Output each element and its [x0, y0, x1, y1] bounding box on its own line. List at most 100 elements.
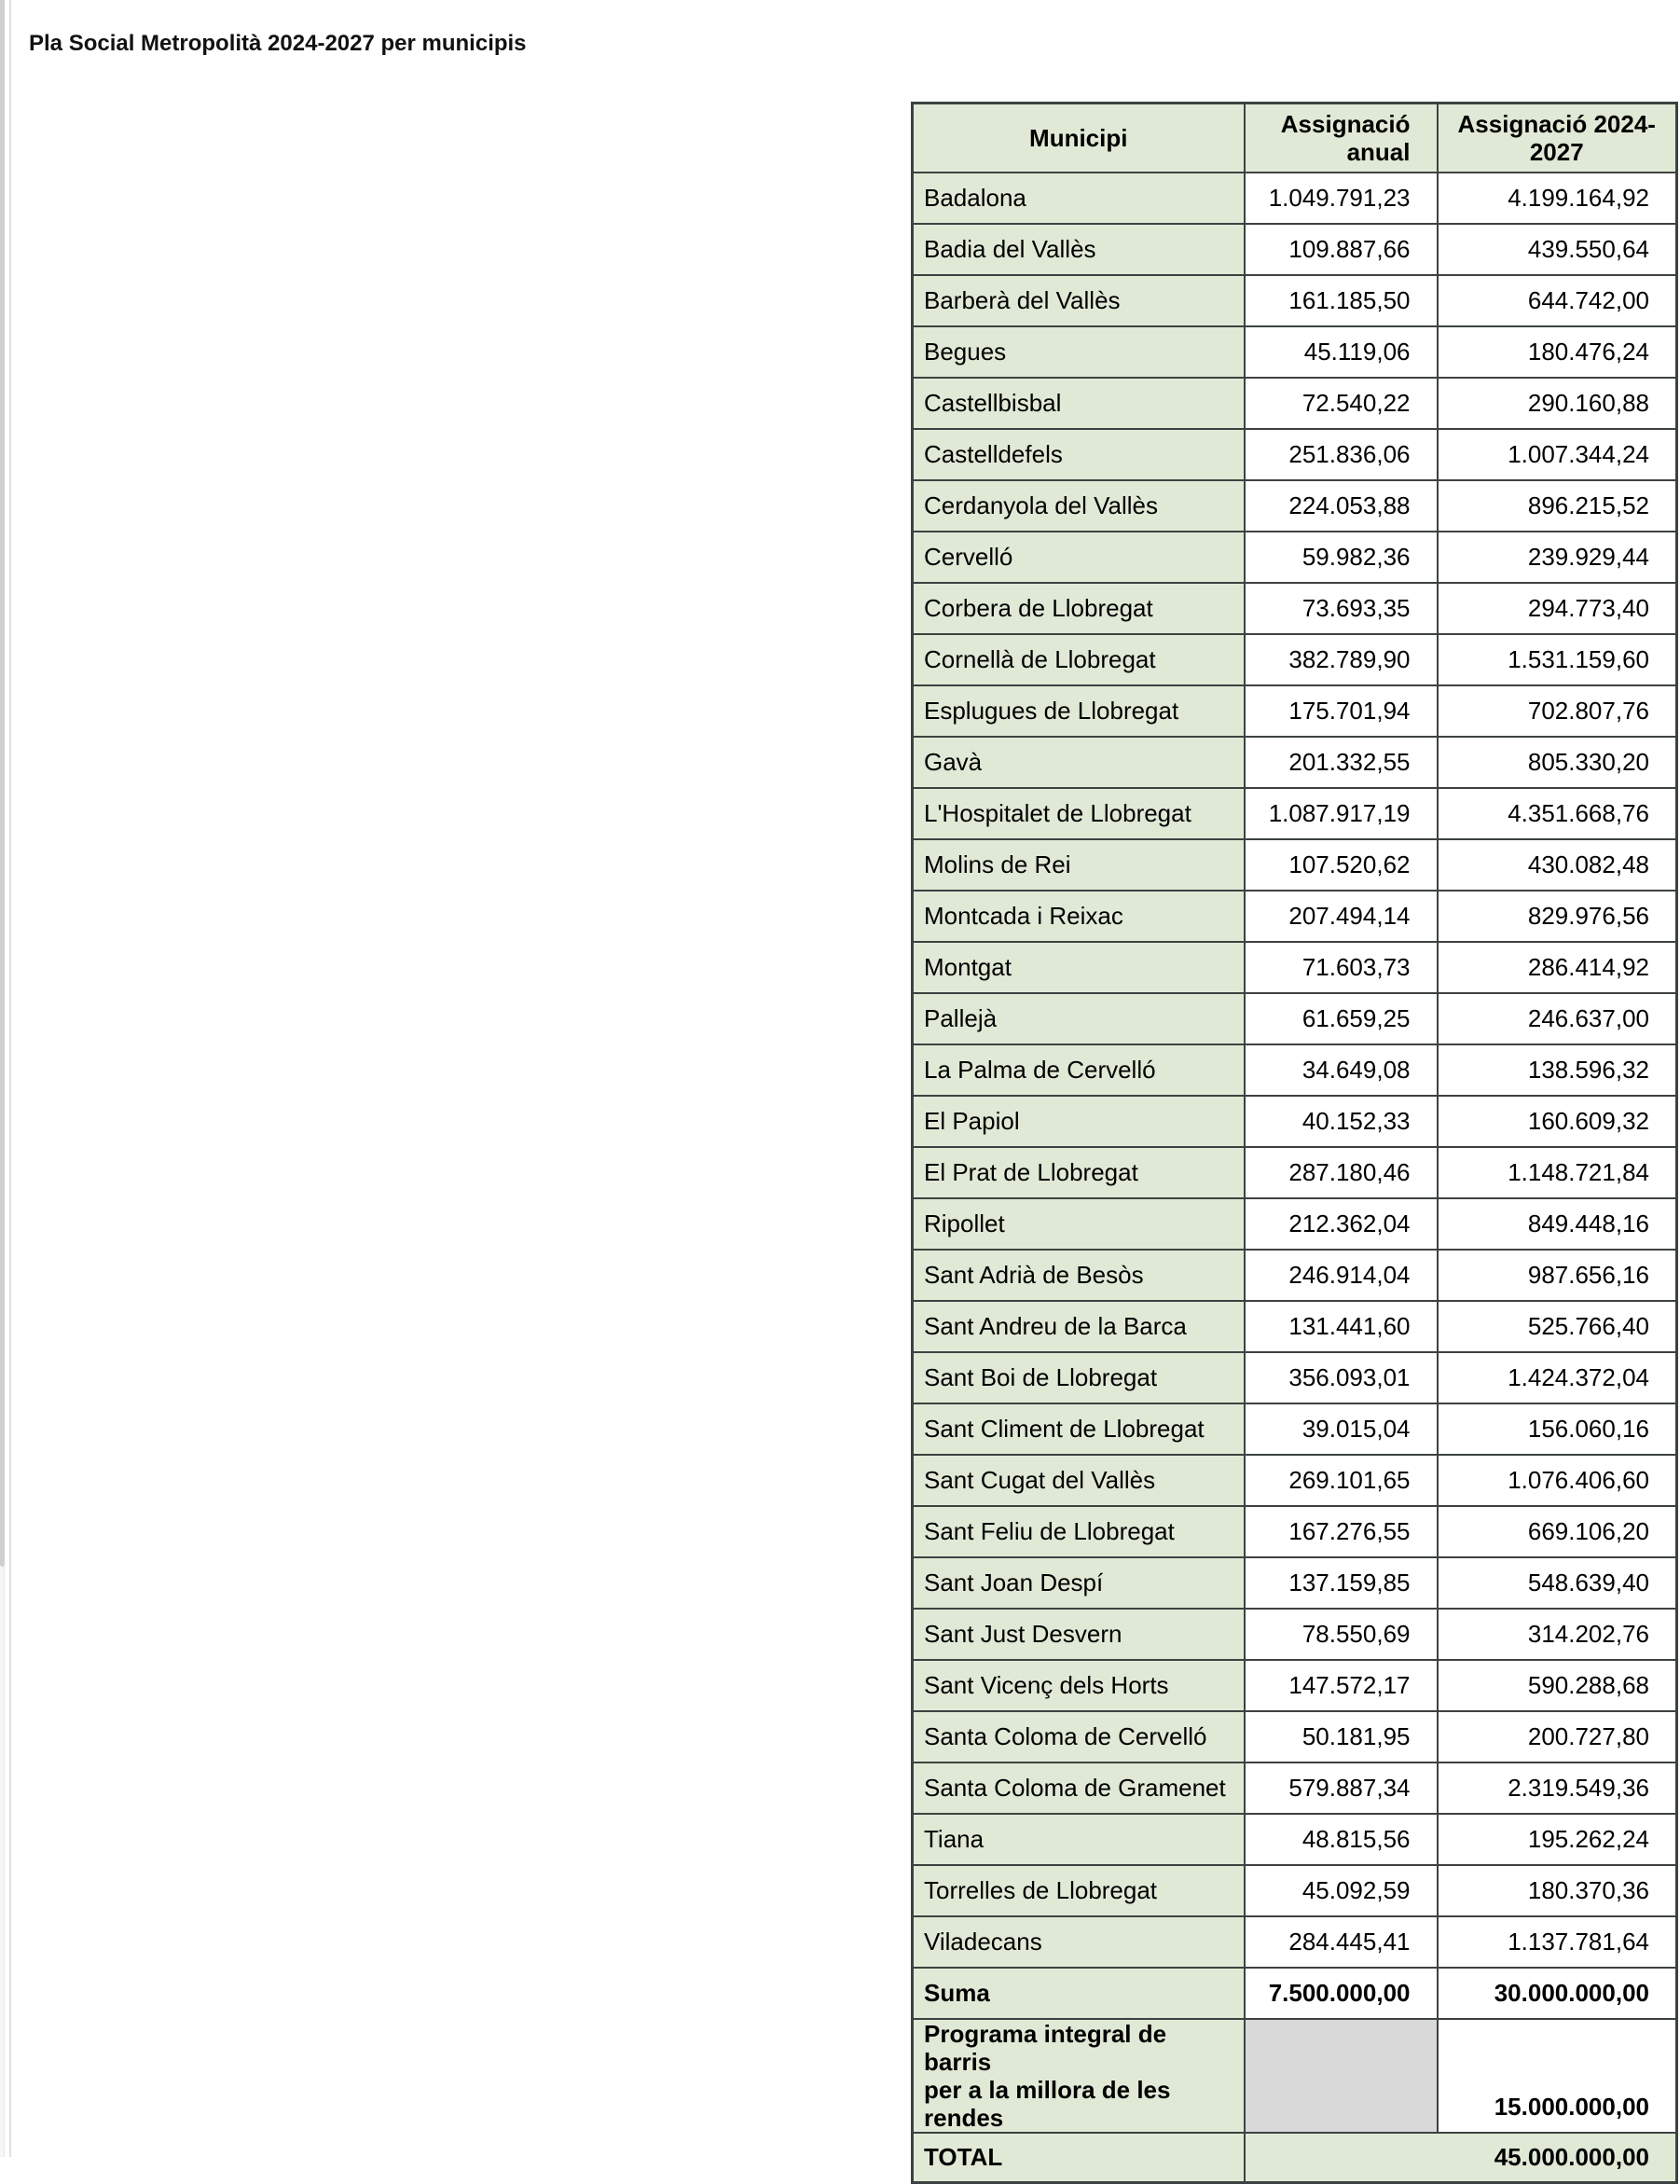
table-row: Sant Climent de Llobregat 39.015,04 156.06… [911, 1402, 1678, 1456]
table-row: L'Hospitalet de Llobregat 1.087.917,19 4.3… [911, 786, 1678, 840]
table-row: Barberà del Vallès 161.185,50 644.742,00 [911, 273, 1678, 327]
municipality-name-cell: Pallejà [911, 991, 1246, 1045]
municipality-name-cell: Molins de Rei [911, 837, 1246, 892]
municipality-name-cell: L'Hospitalet de Llobregat [911, 786, 1246, 840]
table-row: Sant Adrià de Besòs 246.914,04 987.656,16 [911, 1248, 1678, 1302]
total-value-cell: 805.330,20 [1436, 735, 1678, 789]
total-value-cell: 644.742,00 [1436, 273, 1678, 327]
programa-label-cell: Programa integral de barris per a la mil… [911, 2017, 1246, 2134]
total-value-cell: 525.766,40 [1436, 1299, 1678, 1353]
total-value-cell: 45.000.000,00 [1243, 2131, 1678, 2184]
programa-total-cell: 15.000.000,00 [1436, 2017, 1678, 2134]
total-value-cell: 290.160,88 [1436, 376, 1678, 430]
programa-label-line2: per a la millora de les rendes [924, 2075, 1171, 2132]
municipality-name-cell: Montgat [911, 940, 1246, 994]
page-title: Pla Social Metropolità 2024-2027 per mun… [29, 31, 527, 56]
table-row: Sant Just Desvern 78.550,69 314.202,76 [911, 1607, 1678, 1661]
municipality-name-cell: Sant Feliu de Llobregat [911, 1504, 1246, 1558]
municipality-name-cell: Sant Cugat del Vallès [911, 1453, 1246, 1507]
table-row: Sant Andreu de la Barca 131.441,60 525.766… [911, 1299, 1678, 1353]
anual-value-cell: 40.152,33 [1243, 1094, 1439, 1148]
table-row: El Papiol 40.152,33 160.609,32 [911, 1094, 1678, 1148]
column-header-assignacio-2024-2027: Assignació 2024-2027 [1436, 102, 1678, 173]
anual-value-cell: 167.276,55 [1243, 1504, 1439, 1558]
anual-value-cell: 137.159,85 [1243, 1555, 1439, 1610]
anual-value-cell: 59.982,36 [1243, 530, 1439, 584]
total-value-cell: 294.773,40 [1436, 581, 1678, 635]
municipality-name-cell: Viladecans [911, 1914, 1246, 1969]
municipality-name-cell: Castellbisbal [911, 376, 1246, 430]
table-header: Municipi Assignació anual Assignació 202… [911, 102, 1678, 173]
suma-label-cell: Suma [911, 1966, 1246, 2020]
total-value-cell: 1.148.721,84 [1436, 1145, 1678, 1199]
municipality-name-cell: Badia del Vallès [911, 222, 1246, 276]
total-row: TOTAL 45.000.000,00 [911, 2131, 1678, 2184]
table-row: Molins de Rei 107.520,62 430.082,48 [911, 837, 1678, 892]
municipality-name-cell: Esplugues de Llobregat [911, 684, 1246, 738]
anual-value-cell: 356.093,01 [1243, 1350, 1439, 1404]
municipality-name-cell: Sant Joan Despí [911, 1555, 1246, 1610]
total-value-cell: 156.060,16 [1436, 1402, 1678, 1456]
suma-row: Suma 7.500.000,00 30.000.000,00 [911, 1966, 1678, 2020]
total-value-cell: 896.215,52 [1436, 478, 1678, 532]
municipality-name-cell: El Papiol [911, 1094, 1246, 1148]
total-value-cell: 2.319.549,36 [1436, 1761, 1678, 1815]
municipality-name-cell: Santa Coloma de Cervelló [911, 1709, 1246, 1763]
column-header-municipi: Municipi [911, 102, 1246, 173]
anual-value-cell: 73.693,35 [1243, 581, 1439, 635]
anual-value-cell: 45.092,59 [1243, 1863, 1439, 1917]
table-row: Sant Vicenç dels Horts 147.572,17 590.288,… [911, 1658, 1678, 1712]
table-row: Tiana 48.815,56 195.262,24 [911, 1812, 1678, 1866]
municipality-name-cell: Torrelles de Llobregat [911, 1863, 1246, 1917]
municipality-name-cell: Ripollet [911, 1196, 1246, 1251]
table-row: Badia del Vallès 109.887,66 439.550,64 [911, 222, 1678, 276]
total-value-cell: 195.262,24 [1436, 1812, 1678, 1866]
anual-value-cell: 61.659,25 [1243, 991, 1439, 1045]
suma-anual-cell: 7.500.000,00 [1243, 1966, 1439, 2020]
total-value-cell: 987.656,16 [1436, 1248, 1678, 1302]
anual-value-cell: 201.332,55 [1243, 735, 1439, 789]
table-row: Esplugues de Llobregat 175.701,94 702.807,… [911, 684, 1678, 738]
table-row: Begues 45.119,06 180.476,24 [911, 325, 1678, 379]
table-footer: Suma 7.500.000,00 30.000.000,00 Programa… [911, 1966, 1678, 2184]
table-row: Castellbisbal 72.540,22 290.160,88 [911, 376, 1678, 430]
municipality-name-cell: Corbera de Llobregat [911, 581, 1246, 635]
municipality-name-cell: Sant Boi de Llobregat [911, 1350, 1246, 1404]
table-row: Cervelló 59.982,36 239.929,44 [911, 530, 1678, 584]
total-value-cell: 160.609,32 [1436, 1094, 1678, 1148]
total-value-cell: 4.351.668,76 [1436, 786, 1678, 840]
anual-value-cell: 1.087.917,19 [1243, 786, 1439, 840]
anual-value-cell: 269.101,65 [1243, 1453, 1439, 1507]
anual-value-cell: 207.494,14 [1243, 889, 1439, 943]
anual-value-cell: 78.550,69 [1243, 1607, 1439, 1661]
table-row: Corbera de Llobregat 73.693,35 294.773,40 [911, 581, 1678, 635]
municipality-name-cell: Barberà del Vallès [911, 273, 1246, 327]
table-row: Montgat 71.603,73 286.414,92 [911, 940, 1678, 994]
total-value-cell: 849.448,16 [1436, 1196, 1678, 1251]
total-value-cell: 200.727,80 [1436, 1709, 1678, 1763]
suma-total-cell: 30.000.000,00 [1436, 1966, 1678, 2020]
anual-value-cell: 147.572,17 [1243, 1658, 1439, 1712]
table-row: Montcada i Reixac 207.494,14 829.976,56 [911, 889, 1678, 943]
table-row: La Palma de Cervelló 34.649,08 138.596,32 [911, 1043, 1678, 1097]
anual-value-cell: 45.119,06 [1243, 325, 1439, 379]
anual-value-cell: 109.887,66 [1243, 222, 1439, 276]
total-value-cell: 590.288,68 [1436, 1658, 1678, 1712]
header-row: Municipi Assignació anual Assignació 202… [911, 102, 1678, 173]
programa-label-line1: Programa integral de barris [924, 2019, 1167, 2076]
total-value-cell: 548.639,40 [1436, 1555, 1678, 1610]
municipality-name-cell: Montcada i Reixac [911, 889, 1246, 943]
anual-value-cell: 39.015,04 [1243, 1402, 1439, 1456]
total-value-cell: 138.596,32 [1436, 1043, 1678, 1097]
total-value-cell: 1.137.781,64 [1436, 1914, 1678, 1969]
total-value-cell: 246.637,00 [1436, 991, 1678, 1045]
municipality-name-cell: Cervelló [911, 530, 1246, 584]
total-value-cell: 314.202,76 [1436, 1607, 1678, 1661]
table-row: Pallejà 61.659,25 246.637,00 [911, 991, 1678, 1045]
municipality-name-cell: Sant Climent de Llobregat [911, 1402, 1246, 1456]
anual-value-cell: 34.649,08 [1243, 1043, 1439, 1097]
table-row: Sant Cugat del Vallès 269.101,65 1.076.406… [911, 1453, 1678, 1507]
anual-value-cell: 131.441,60 [1243, 1299, 1439, 1353]
total-value-cell: 439.550,64 [1436, 222, 1678, 276]
scrollbar-thumb[interactable] [0, 0, 5, 1567]
